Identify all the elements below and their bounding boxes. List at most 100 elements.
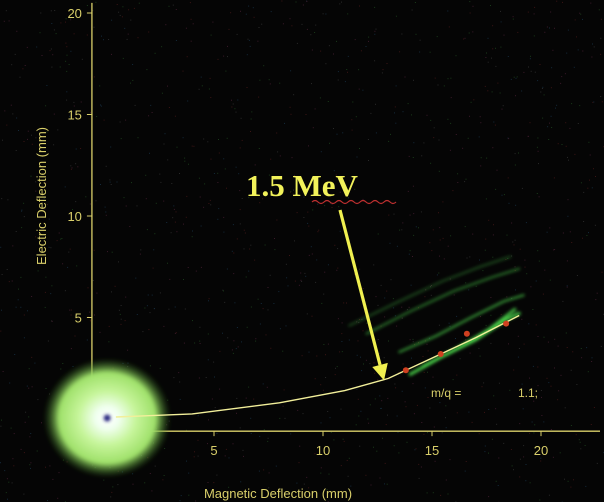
noise-dot	[61, 238, 63, 239]
ion-trace	[348, 255, 512, 327]
noise-dot	[320, 384, 322, 386]
noise-dot	[20, 448, 22, 450]
noise-dot	[255, 338, 257, 340]
noise-dot	[191, 236, 193, 238]
noise-dot	[231, 250, 233, 252]
noise-dot	[241, 341, 242, 343]
noise-dot	[89, 311, 91, 313]
noise-dot	[395, 15, 397, 17]
noise-dot	[125, 205, 127, 207]
noise-dot	[183, 279, 184, 280]
noise-dot	[341, 351, 343, 353]
noise-dot	[329, 417, 331, 419]
noise-dot	[485, 57, 487, 58]
noise-dot	[53, 144, 55, 146]
noise-dot	[184, 157, 186, 159]
noise-dot	[501, 108, 503, 110]
noise-dot	[593, 46, 595, 48]
noise-dot	[385, 424, 387, 426]
noise-dot	[348, 339, 350, 341]
noise-dot	[262, 383, 264, 385]
noise-dot	[595, 176, 596, 177]
noise-dot	[73, 33, 75, 35]
noise-dot	[16, 117, 18, 119]
noise-dot	[500, 10, 501, 12]
noise-dot	[0, 425, 2, 427]
noise-dot	[418, 477, 420, 479]
noise-dot	[16, 30, 18, 32]
noise-dot	[186, 56, 188, 58]
noise-dot	[49, 50, 51, 52]
noise-dot	[219, 350, 221, 352]
noise-dot	[194, 451, 195, 453]
noise-dot	[248, 39, 250, 41]
noise-dot	[570, 486, 572, 488]
noise-dot	[586, 347, 588, 349]
noise-dot	[142, 331, 144, 333]
noise-dot	[52, 54, 54, 56]
noise-dot	[15, 306, 17, 308]
noise-dot	[402, 111, 404, 113]
noise-dot	[377, 304, 379, 306]
noise-dot	[168, 308, 170, 310]
noise-dot	[600, 96, 602, 97]
noise-dot	[515, 204, 517, 206]
noise-dot	[121, 16, 123, 18]
noise-dot	[239, 147, 241, 149]
noise-dot	[429, 407, 431, 409]
noise-dot	[550, 87, 552, 89]
noise-dot	[203, 206, 205, 208]
noise-dot	[11, 280, 13, 282]
noise-dot	[450, 77, 452, 79]
noise-dot	[566, 52, 568, 54]
noise-dot	[308, 225, 310, 227]
noise-dot	[359, 5, 360, 7]
noise-dot	[236, 412, 237, 414]
noise-dot	[1, 198, 3, 200]
noise-dot	[486, 52, 487, 54]
noise-dot	[512, 16, 514, 18]
noise-dot	[290, 190, 292, 192]
noise-dot	[329, 194, 331, 196]
noise-dot	[333, 53, 334, 55]
noise-dot	[31, 356, 33, 358]
noise-dot	[542, 86, 544, 88]
noise-dot	[370, 484, 372, 486]
noise-dot	[289, 255, 290, 256]
noise-dot	[179, 173, 180, 174]
noise-dot	[401, 390, 403, 392]
noise-dot	[508, 343, 509, 345]
noise-dot	[241, 139, 243, 141]
noise-dot	[342, 132, 344, 134]
noise-dot	[144, 307, 146, 309]
noise-dot	[303, 196, 305, 198]
noise-dot	[222, 332, 223, 334]
noise-dot	[439, 255, 440, 257]
noise-dot	[274, 238, 275, 239]
noise-dot	[9, 382, 11, 384]
noise-dot	[589, 179, 590, 181]
noise-dot	[434, 460, 436, 462]
noise-dot	[24, 421, 26, 423]
noise-dot	[248, 386, 250, 388]
noise-dot	[317, 231, 319, 233]
noise-dot	[111, 19, 113, 21]
noise-dot	[495, 188, 497, 190]
noise-dot	[146, 69, 148, 71]
noise-dot	[50, 247, 52, 249]
noise-dot	[111, 53, 112, 55]
noise-dot	[493, 395, 495, 397]
noise-dot	[70, 19, 72, 21]
noise-dot	[557, 345, 559, 347]
noise-dot	[21, 209, 23, 211]
noise-dot	[374, 398, 376, 400]
noise-dot	[593, 101, 595, 103]
noise-dot	[359, 445, 361, 447]
noise-dot	[481, 386, 483, 388]
noise-dot	[253, 398, 255, 400]
noise-dot	[1, 274, 3, 275]
noise-dot	[14, 53, 16, 55]
noise-dot	[416, 404, 418, 406]
noise-dot	[373, 264, 375, 266]
